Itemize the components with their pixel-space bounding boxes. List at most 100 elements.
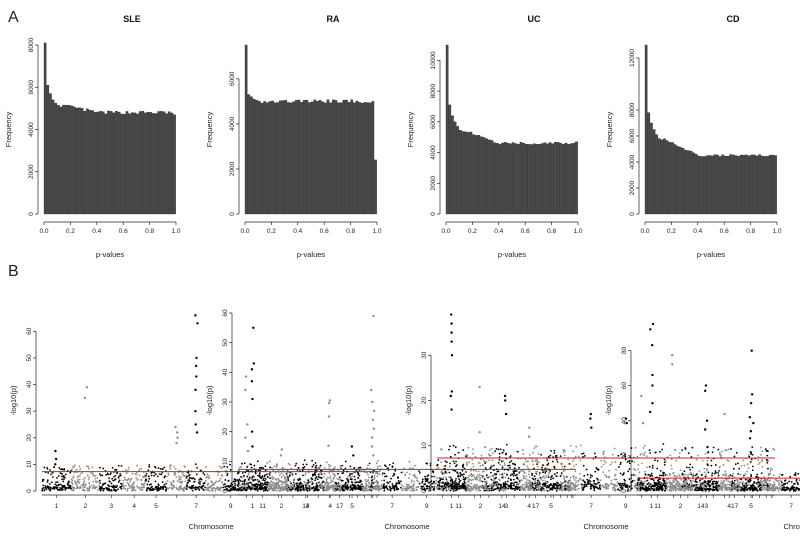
- snp-point: [581, 489, 584, 492]
- snp-point: [582, 464, 585, 467]
- snp-point: [532, 451, 534, 454]
- snp-point: [42, 484, 45, 487]
- snp-point: [552, 485, 554, 487]
- snp-point: [666, 478, 668, 481]
- hist-bar: [679, 147, 682, 215]
- snp-point: [456, 482, 459, 485]
- hist-bar: [363, 102, 367, 215]
- snp-point: [282, 483, 284, 485]
- snp-point: [661, 485, 663, 488]
- snp-point: [758, 461, 761, 464]
- snp-point: [250, 466, 253, 469]
- snp-point: [439, 479, 442, 481]
- snp-point: [477, 489, 480, 492]
- snp-point: [356, 481, 358, 483]
- y-tick-label: 30: [26, 407, 33, 415]
- snp-point: [680, 484, 683, 487]
- peak-point: [624, 417, 628, 420]
- snp-point: [162, 488, 164, 491]
- snp-point: [290, 486, 293, 489]
- snp-point: [364, 486, 366, 489]
- snp-point: [157, 485, 159, 488]
- snp-point: [688, 485, 691, 488]
- snp-point: [436, 484, 439, 486]
- snp-point: [599, 479, 602, 482]
- snp-point: [109, 473, 112, 476]
- snp-point: [273, 489, 276, 492]
- snp-point: [404, 489, 407, 492]
- snp-point: [305, 463, 308, 466]
- snp-point: [92, 473, 94, 475]
- snp-point: [268, 460, 271, 463]
- chart-3: UC0.0 0.2 0.4 0.6 0.8 1.002000400060008000100…: [406, 14, 583, 259]
- snp-point: [585, 468, 588, 471]
- snp-point: [536, 479, 539, 482]
- panel-b-label: B: [8, 263, 19, 280]
- snp-point: [284, 479, 287, 482]
- snp-point: [748, 455, 751, 458]
- snp-point: [458, 478, 461, 480]
- snp-point: [634, 486, 637, 489]
- snp-point: [588, 479, 591, 482]
- snp-point: [56, 477, 58, 479]
- snp-point: [264, 477, 267, 480]
- hist-bar: [575, 141, 578, 215]
- snp-point: [43, 489, 46, 492]
- snp-point: [192, 477, 195, 479]
- snp-point: [582, 479, 584, 482]
- snp-point: [486, 485, 489, 488]
- snp-point: [129, 487, 131, 489]
- snp-point: [637, 479, 640, 482]
- snp-point: [663, 480, 666, 483]
- snp-point: [751, 465, 754, 468]
- peak-point: [244, 436, 247, 439]
- peak-point: [372, 314, 375, 318]
- snp-point: [696, 486, 699, 489]
- snp-point: [645, 485, 647, 488]
- snp-point: [178, 475, 180, 478]
- snp-point: [444, 476, 447, 479]
- snp-point: [720, 480, 723, 483]
- peak-point: [750, 349, 753, 352]
- hist-bar: [525, 144, 528, 215]
- hist-bar: [305, 99, 309, 215]
- snp-point: [563, 481, 566, 484]
- snp-point: [423, 483, 426, 486]
- snp-point: [591, 475, 594, 477]
- snp-point: [292, 481, 295, 484]
- snp-point: [727, 488, 730, 491]
- peak-point: [195, 375, 198, 378]
- snp-point: [720, 454, 723, 457]
- snp-point: [699, 488, 702, 491]
- snp-point: [620, 485, 623, 488]
- snp-point: [699, 481, 702, 484]
- snp-point: [334, 474, 336, 477]
- snp-point: [257, 474, 260, 477]
- snp-point: [126, 481, 129, 484]
- snp-point: [198, 489, 201, 491]
- snp-point: [564, 485, 567, 488]
- snp-point: [155, 473, 157, 476]
- snp-point: [81, 484, 84, 486]
- hist-bar: [697, 155, 701, 215]
- hist-bar: [496, 143, 499, 215]
- snp-point: [503, 464, 506, 466]
- snp-point: [391, 465, 394, 468]
- snp-point: [722, 473, 725, 476]
- snp-point: [619, 463, 622, 466]
- peak-point: [450, 340, 453, 343]
- snp-point: [256, 486, 259, 489]
- snp-point: [555, 475, 558, 478]
- snp-point: [467, 446, 470, 449]
- snp-point: [322, 475, 325, 478]
- snp-point: [336, 489, 338, 491]
- snp-point: [357, 484, 360, 487]
- snp-point: [725, 449, 728, 452]
- snp-point: [722, 480, 725, 483]
- hist-bar: [710, 155, 714, 215]
- hist-bar: [448, 104, 452, 215]
- snp-point: [289, 480, 292, 483]
- snp-point: [662, 473, 664, 475]
- snp-point: [124, 478, 127, 481]
- snp-point: [491, 459, 494, 462]
